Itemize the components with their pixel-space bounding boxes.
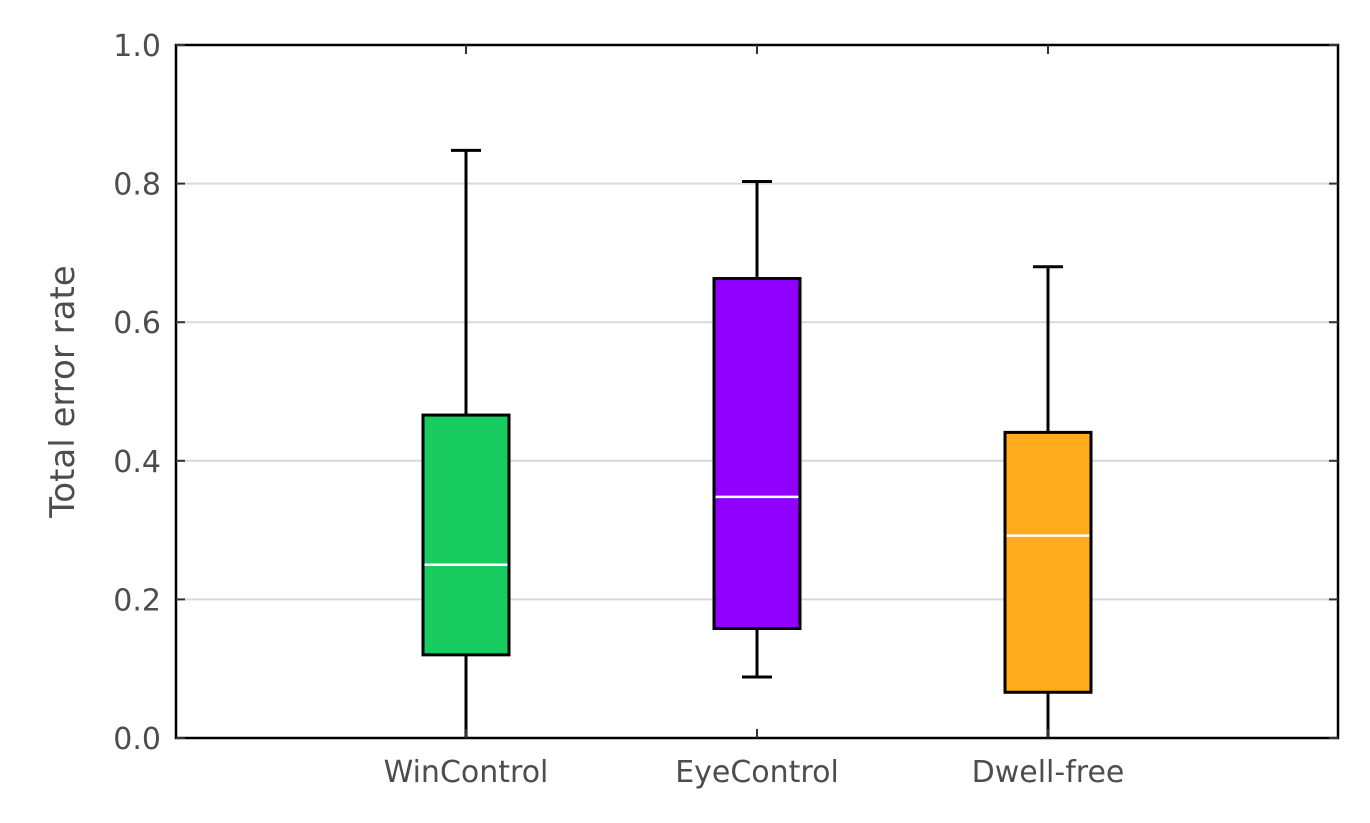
box-wincontrol bbox=[421, 148, 511, 738]
y-tick-label: 0.4 bbox=[113, 445, 161, 480]
y-tick-labels: 0.0 0.2 0.4 0.6 0.8 1.0 bbox=[113, 29, 161, 757]
x-tick-label: EyeControl bbox=[675, 755, 839, 790]
y-tick-label: 0.6 bbox=[113, 306, 161, 341]
iqr-box bbox=[421, 413, 511, 657]
y-tick-label: 1.0 bbox=[113, 29, 161, 64]
y-tick-label: 0.0 bbox=[113, 722, 161, 757]
iqr-box bbox=[712, 277, 802, 631]
box-series bbox=[421, 148, 1093, 738]
y-tick-label: 0.8 bbox=[113, 168, 161, 203]
axis-ticks bbox=[176, 44, 1338, 739]
x-tick-label: WinControl bbox=[384, 755, 549, 790]
x-tick-labels: WinControl EyeControl Dwell-free bbox=[384, 755, 1125, 790]
box-eyecontrol bbox=[712, 180, 802, 679]
y-axis-label: Total error rate bbox=[43, 265, 83, 518]
x-tick-label: Dwell-free bbox=[972, 755, 1125, 790]
box-dwell-free bbox=[1003, 265, 1093, 738]
iqr-box bbox=[1003, 430, 1093, 694]
y-tick-label: 0.2 bbox=[113, 583, 161, 618]
